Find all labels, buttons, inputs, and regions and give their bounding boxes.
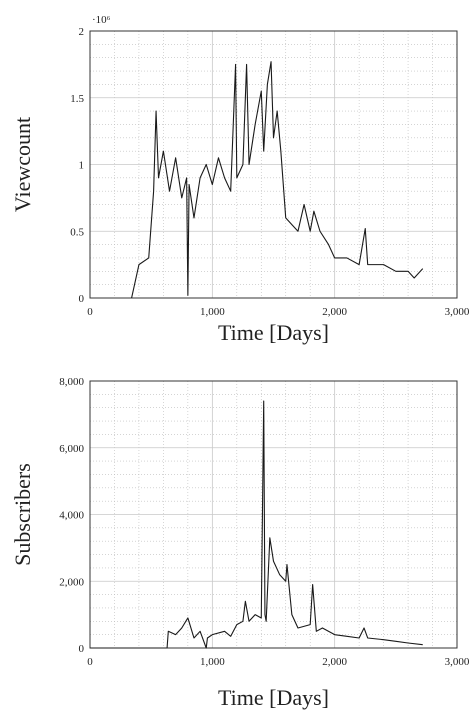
x-tick-label: 2,000 — [322, 306, 347, 318]
y-tick-label: 4,000 — [59, 510, 84, 522]
y-axis-label: Subscribers — [10, 463, 35, 566]
y-tick-label: 8,000 — [59, 376, 84, 388]
y-tick-label: 2 — [79, 26, 85, 38]
data-line — [90, 400, 423, 649]
y-tick-label: 1.5 — [70, 93, 84, 105]
y-tick-label: 0 — [79, 293, 85, 305]
data-line — [131, 61, 424, 299]
y-tick-label: 0 — [79, 643, 85, 655]
x-tick-label: 2,000 — [322, 656, 347, 668]
y-multiplier: ·10⁶ — [92, 14, 111, 26]
plot-frame — [89, 30, 458, 299]
x-tick-label: 1,000 — [200, 306, 225, 318]
y-axis-label: Viewcount — [10, 117, 35, 212]
x-tick-label: 0 — [87, 656, 93, 668]
x-axis-label: Time [Days] — [218, 320, 329, 345]
y-tick-label: 2,000 — [59, 576, 84, 588]
x-tick-label: 3,000 — [445, 306, 470, 318]
x-axis-label: Time [Days] — [218, 685, 329, 710]
x-tick-label: 0 — [87, 306, 93, 318]
y-tick-label: 6,000 — [59, 443, 84, 455]
x-tick-label: 3,000 — [445, 656, 470, 668]
y-tick-label: 1 — [79, 160, 85, 172]
x-tick-label: 1,000 — [200, 656, 225, 668]
plot-frame — [89, 380, 458, 649]
y-tick-label: 0.5 — [70, 226, 84, 238]
